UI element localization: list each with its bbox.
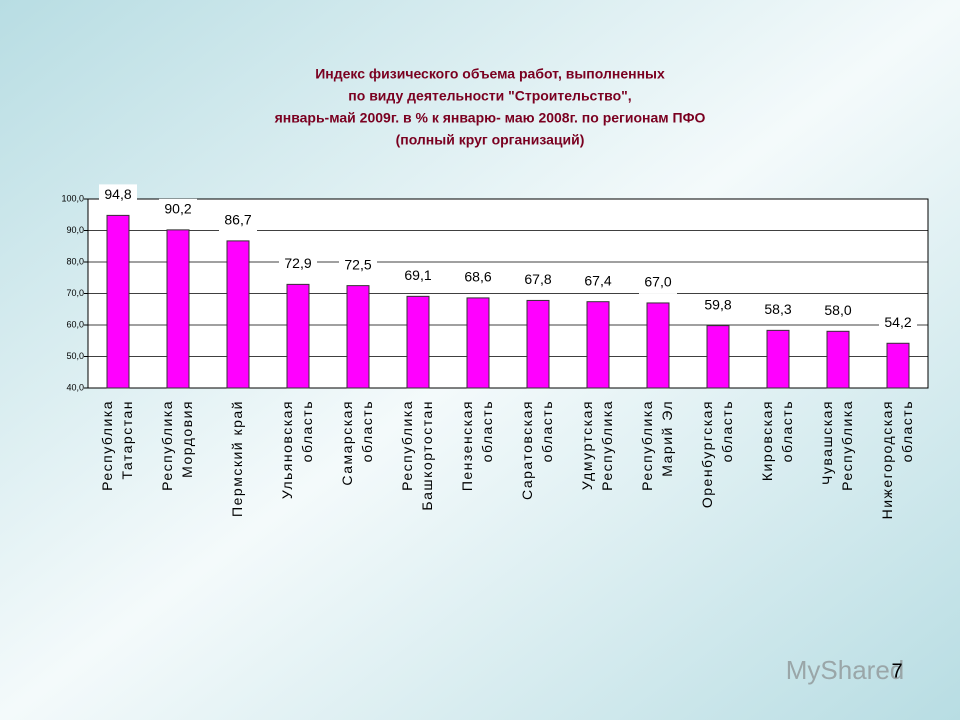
x-tick-label: Республика Мордовия [159, 400, 195, 491]
chart-title: январь-май 2009г. в % к январю- маю 2008… [275, 110, 706, 126]
value-label-box [219, 209, 257, 232]
y-tick-label: 90,0 [66, 225, 84, 235]
x-tick-label: Самарская область [339, 400, 375, 486]
value-label: 69,1 [404, 267, 431, 283]
y-tick-label: 40,0 [66, 382, 84, 392]
value-label-box [519, 269, 557, 292]
bar [226, 240, 250, 389]
bar [346, 285, 370, 389]
value-label: 67,8 [524, 271, 551, 287]
x-tick-label: Оренбургская область [699, 400, 735, 508]
value-label: 67,4 [584, 272, 611, 288]
bar [466, 297, 490, 389]
x-tick-label: Пензенская область [459, 400, 495, 491]
bar [106, 214, 130, 389]
value-label-box [159, 198, 197, 221]
value-label-box [399, 265, 437, 288]
value-label: 59,8 [704, 296, 731, 312]
chart-title: по виду деятельности "Строительство", [348, 88, 631, 104]
value-label-box [99, 184, 137, 207]
bar [706, 325, 730, 389]
x-tick-label: Пермский край [229, 400, 245, 517]
watermark: MyShared [786, 655, 905, 685]
value-label-box [639, 271, 677, 294]
value-label-box [579, 270, 617, 293]
y-tick-label: 100,0 [61, 193, 84, 203]
value-label: 58,0 [824, 302, 851, 318]
page-number: 7 [891, 660, 902, 682]
value-label: 72,5 [344, 256, 371, 272]
x-tick-label: Кировская область [759, 400, 795, 481]
value-label: 58,3 [764, 301, 791, 317]
y-tick-label: 80,0 [66, 256, 84, 266]
x-tick-label: Нижегородская область [879, 400, 915, 519]
value-label-box [699, 294, 737, 317]
bar [406, 295, 430, 389]
bar [166, 229, 190, 389]
value-label: 90,2 [164, 201, 191, 217]
bar [646, 302, 670, 389]
value-label-box [339, 254, 377, 277]
value-label: 94,8 [104, 186, 131, 202]
x-tick-label: Республика Татарстан [99, 400, 135, 491]
y-tick-label: 60,0 [66, 319, 84, 329]
bar [586, 301, 610, 389]
value-label: 67,0 [644, 274, 671, 290]
x-tick-label: Удмуртская Республика [579, 400, 615, 491]
value-label-box [279, 253, 317, 276]
bar [886, 342, 910, 389]
bar [826, 330, 850, 389]
y-tick-label: 70,0 [66, 288, 84, 298]
x-tick-label: Ульяновская область [279, 400, 315, 499]
chart-title: Индекс физического объема работ, выполне… [315, 66, 665, 82]
x-tick-label: Республика Марий Эл [639, 400, 675, 491]
value-label: 54,2 [884, 314, 911, 330]
bar [286, 283, 310, 389]
value-label: 72,9 [284, 255, 311, 271]
x-tick-label: Чувашская Республика [819, 400, 855, 491]
value-label-box [459, 266, 497, 289]
value-label-box [759, 299, 797, 322]
x-tick-label: Саратовская область [519, 400, 555, 500]
value-label: 86,7 [224, 212, 251, 228]
chart-title: (полный круг организаций) [396, 132, 585, 148]
value-label: 68,6 [464, 269, 491, 285]
value-label-box [879, 312, 917, 335]
x-tick-label: Республика Башкортостан [399, 400, 435, 511]
value-label-box [819, 300, 857, 323]
y-tick-label: 50,0 [66, 351, 84, 361]
bar [766, 329, 790, 389]
bar [526, 299, 550, 389]
